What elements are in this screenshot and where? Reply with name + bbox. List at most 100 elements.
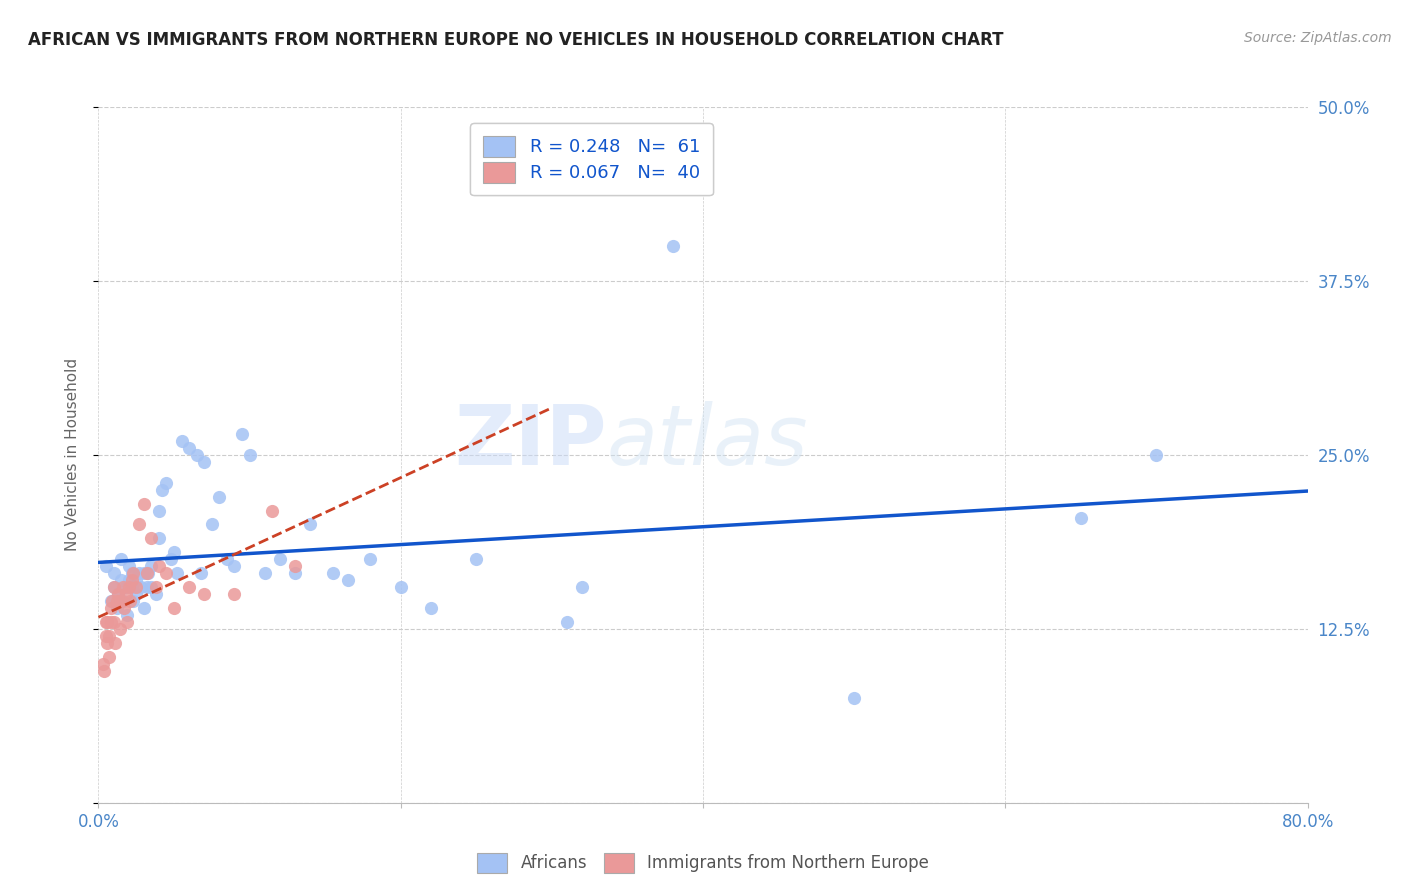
Point — [661, 239, 683, 253]
Point — [186, 448, 208, 462]
Point — [135, 566, 157, 581]
Text: ZIP: ZIP — [454, 401, 606, 482]
Point — [103, 580, 125, 594]
Point — [141, 559, 163, 574]
Y-axis label: No Vehicles in Household: No Vehicles in Household — [65, 359, 80, 551]
Point — [121, 580, 143, 594]
Point — [111, 594, 134, 608]
Point — [141, 580, 163, 594]
Point — [132, 497, 155, 511]
Point — [299, 517, 322, 532]
Point — [96, 615, 118, 629]
Point — [98, 629, 121, 643]
Point — [239, 448, 262, 462]
Point — [110, 552, 132, 566]
Point — [555, 615, 578, 629]
Point — [125, 573, 148, 587]
Point — [121, 573, 143, 587]
Point — [322, 566, 344, 581]
Point — [93, 664, 115, 678]
Point — [129, 580, 152, 594]
Point — [224, 559, 246, 574]
Point — [108, 622, 131, 636]
Point — [420, 601, 443, 615]
Point — [201, 517, 224, 532]
Point — [122, 566, 145, 581]
Point — [118, 559, 141, 574]
Point — [132, 566, 155, 581]
Point — [110, 573, 132, 587]
Point — [107, 587, 129, 601]
Point — [100, 601, 122, 615]
Point — [96, 636, 118, 650]
Point — [101, 594, 124, 608]
Point — [103, 566, 125, 581]
Point — [111, 580, 134, 594]
Point — [844, 691, 866, 706]
Point — [253, 566, 276, 581]
Point — [118, 573, 141, 587]
Point — [112, 601, 135, 615]
Point — [115, 615, 138, 629]
Point — [208, 490, 231, 504]
Point — [155, 475, 177, 490]
Point — [135, 580, 157, 594]
Point — [121, 566, 143, 581]
Point — [336, 573, 359, 587]
Point — [105, 594, 128, 608]
Point — [193, 587, 215, 601]
Point — [136, 566, 159, 581]
Point — [128, 566, 150, 581]
Point — [103, 580, 125, 594]
Point — [155, 566, 177, 581]
Point — [94, 629, 117, 643]
Point — [224, 587, 246, 601]
Point — [103, 615, 125, 629]
Point — [284, 566, 307, 581]
Point — [571, 580, 593, 594]
Point — [105, 601, 128, 615]
Point — [170, 434, 193, 448]
Point — [150, 483, 173, 497]
Point — [190, 566, 212, 581]
Text: Source: ZipAtlas.com: Source: ZipAtlas.com — [1244, 31, 1392, 45]
Point — [125, 580, 148, 594]
Point — [284, 559, 307, 574]
Point — [160, 552, 183, 566]
Point — [148, 503, 170, 517]
Point — [193, 455, 215, 469]
Point — [98, 649, 121, 664]
Point — [122, 594, 145, 608]
Point — [100, 615, 122, 629]
Point — [132, 601, 155, 615]
Point — [125, 587, 148, 601]
Point — [110, 594, 132, 608]
Point — [360, 552, 382, 566]
Point — [148, 559, 170, 574]
Point — [114, 580, 136, 594]
Point — [100, 594, 122, 608]
Point — [128, 517, 150, 532]
Point — [91, 657, 114, 671]
Point — [231, 427, 253, 442]
Point — [145, 580, 167, 594]
Point — [94, 615, 117, 629]
Point — [141, 532, 163, 546]
Text: atlas: atlas — [606, 401, 808, 482]
Point — [145, 587, 167, 601]
Legend: Africans, Immigrants from Northern Europe: Africans, Immigrants from Northern Europ… — [471, 847, 935, 880]
Point — [1070, 510, 1092, 524]
Point — [269, 552, 291, 566]
Point — [215, 552, 238, 566]
Point — [114, 587, 136, 601]
Legend: R = 0.248   N=  61, R = 0.067   N=  40: R = 0.248 N= 61, R = 0.067 N= 40 — [470, 123, 713, 195]
Point — [465, 552, 488, 566]
Point — [179, 580, 201, 594]
Point — [115, 607, 138, 622]
Point — [94, 559, 117, 574]
Point — [179, 441, 201, 455]
Point — [148, 532, 170, 546]
Point — [104, 636, 127, 650]
Point — [1144, 448, 1167, 462]
Point — [118, 580, 141, 594]
